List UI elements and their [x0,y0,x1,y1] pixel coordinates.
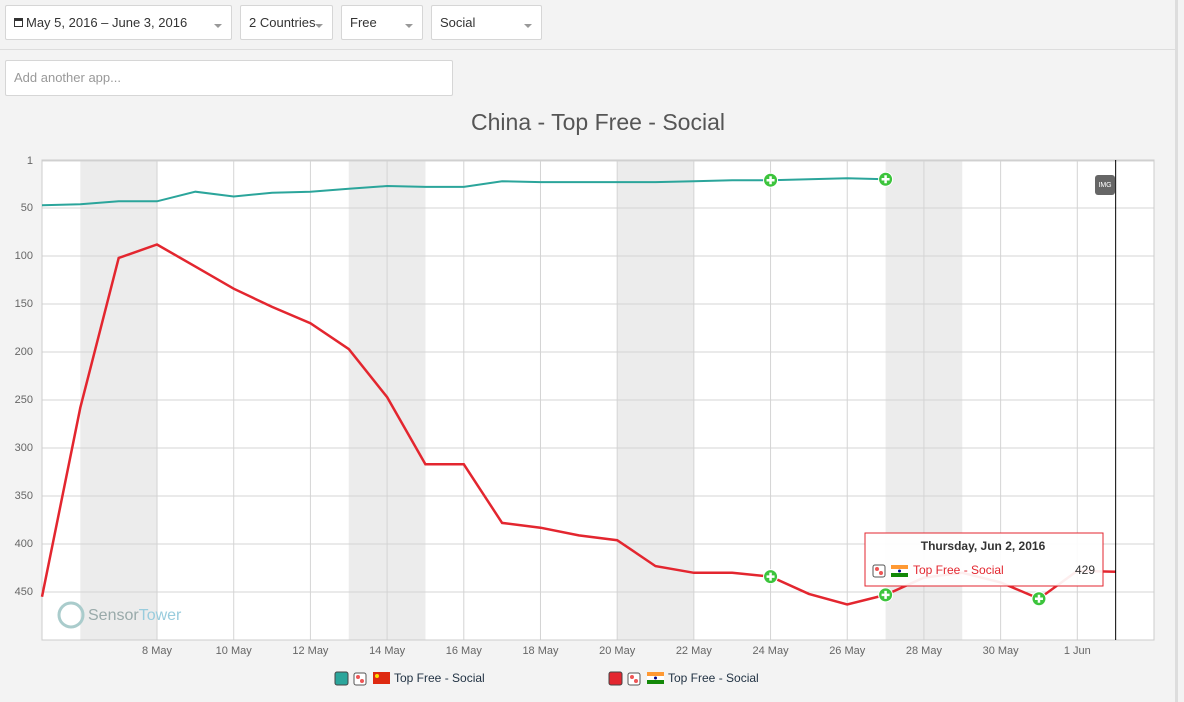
x-tick-label: 10 May [216,645,253,657]
tooltip-series: Top Free - Social [913,563,1004,577]
y-tick-label: 350 [15,490,33,502]
flag [647,680,664,684]
legend-swatch[interactable] [334,671,349,686]
app-icon [872,564,886,578]
flag [891,565,908,569]
y-tick-label: 150 [15,298,33,310]
app-icon-dot [634,679,638,683]
date-filter[interactable]: May 5, 2016 – June 3, 2016 [5,5,232,40]
y-tick-label: 200 [15,346,33,358]
chart-title: China - Top Free - Social [471,109,725,135]
legend-label[interactable]: Top Free - Social [668,671,759,685]
flag [891,573,908,577]
flag [373,672,390,684]
app-icon-dot [875,567,879,571]
app-icon-dot [630,675,634,679]
y-tick-label: 300 [15,442,33,454]
watermark-part: Sensor [88,607,139,624]
tooltip-value: 429 [1075,563,1095,577]
flag-wheel [898,569,901,573]
search-input[interactable]: Add another app... [5,60,453,96]
x-tick-label: 1 Jun [1064,645,1091,657]
flag-star [375,674,379,678]
x-tick-label: 14 May [369,645,406,657]
category: Social [440,15,476,30]
caret [214,24,222,28]
x-tick-label: 18 May [522,645,559,657]
price-filter[interactable]: Free [341,5,423,40]
watermark-part: Tower [139,607,182,624]
flag-wheel [654,676,657,680]
caret [405,24,413,28]
app-icon-dot [879,571,883,575]
y-tick-label: 250 [15,394,33,406]
x-tick-label: 8 May [142,645,172,657]
app-icon-dot [360,679,364,683]
y-tick-label: 400 [15,538,33,550]
y-tick-label: 1 [27,155,33,167]
placeholder: Add another app... [14,70,121,85]
event-plus [881,590,890,599]
watermark-logo [57,601,85,629]
legend-swatch[interactable] [608,671,623,686]
badge: IMG [1098,182,1111,189]
price: Free [350,15,377,30]
app-icon-dot [356,675,360,679]
flag [647,672,664,676]
event-plus [1034,594,1043,603]
watermark: SensorTower [88,607,182,624]
date-range: May 5, 2016 – June 3, 2016 [26,15,188,30]
scroll-edge [1175,0,1178,702]
plot-border [41,159,1155,641]
x-tick-label: 12 May [292,645,329,657]
x-tick-label: 28 May [906,645,943,657]
series-line [41,177,886,207]
tooltip [864,532,1104,587]
badge-bg [1095,175,1115,195]
x-tick-label: 30 May [983,645,1020,657]
app-icon [353,672,367,686]
x-tick-label: 16 May [446,645,483,657]
x-tick-label: 22 May [676,645,713,657]
divider [0,49,1175,50]
y-tick-label: 50 [21,202,33,214]
caret [524,24,532,28]
event-plus [881,175,890,184]
y-tick-label: 450 [15,586,33,598]
category-filter[interactable]: Social [431,5,542,40]
calendar-icon [14,18,23,27]
x-tick-label: 20 May [599,645,636,657]
legend-label[interactable]: Top Free - Social [394,671,485,685]
country-filter[interactable]: 2 Countries [240,5,333,40]
x-tick-label: 26 May [829,645,866,657]
event-plus [766,176,775,185]
y-tick-label: 100 [15,250,33,262]
app-icon [627,672,641,686]
caret [315,24,323,28]
event-plus [766,572,775,581]
x-tick-label: 24 May [753,645,790,657]
countries: 2 Countries [249,15,316,30]
tooltip-title: Thursday, Jun 2, 2016 [921,539,1046,553]
